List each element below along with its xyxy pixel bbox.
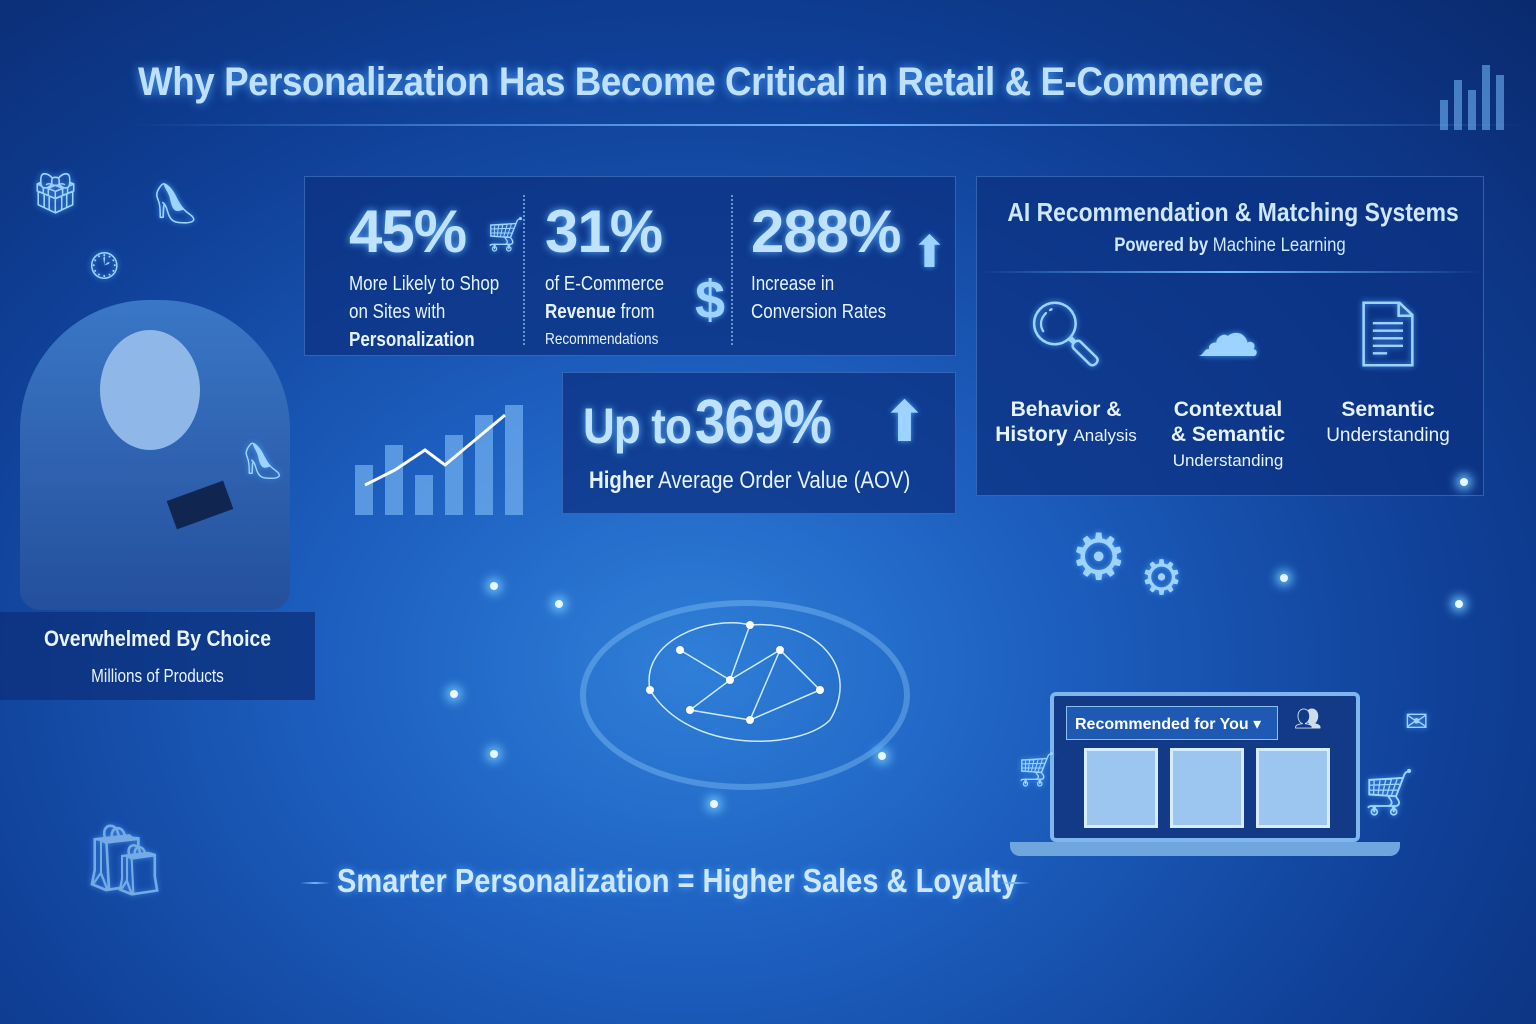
product-card-shirt[interactable] <box>1170 748 1244 828</box>
network-node <box>878 752 886 760</box>
gears-icon: ⚙︎ <box>1070 521 1128 593</box>
ai-systems-panel: AI Recommendation & Matching Systems Pow… <box>976 176 1484 496</box>
user-search-icon: 🔍︎ <box>1025 298 1107 370</box>
gears-icon: ⚙︎ <box>1140 552 1184 605</box>
orbit-ring <box>580 600 910 790</box>
network-node <box>710 800 718 808</box>
shoe-icon: 👠︎ <box>150 182 201 226</box>
shopping-cart-icon: 🛒︎ <box>1015 751 1059 789</box>
tagline: Smarter Personalization = Higher Sales &… <box>337 862 1018 899</box>
divider <box>130 124 1530 126</box>
shopping-cart-icon: 🛒︎ <box>1360 766 1419 818</box>
growth-chart-icon <box>355 405 523 515</box>
phone-icon <box>166 480 234 530</box>
product-card-pants[interactable] <box>1084 748 1158 828</box>
gift-icon: 🎁︎ <box>30 172 81 216</box>
document-icon: 📄︎ <box>1347 298 1429 370</box>
laptop-screen: Recommended for You ▾ 👥︎ <box>1050 692 1360 842</box>
clock-icon: 🕑︎ <box>90 245 119 286</box>
network-node <box>1280 574 1288 582</box>
stat-2: 31% of E-Commerce Revenue from Recommendat… <box>545 198 726 348</box>
dollar-icon: $ <box>695 270 726 330</box>
stat-1: 45% 🛒︎ More Likely to Shop on Sites with P… <box>349 198 528 351</box>
network-node <box>450 690 458 698</box>
arrow-up-icon: ⬆ <box>881 390 928 453</box>
network-node <box>490 750 498 758</box>
aov-panel: Up to 369% ⬆ Higher Average Order Value … <box>562 372 956 514</box>
choice-panel: Overwhelmed By Choice Millions of Produc… <box>0 612 315 700</box>
divider <box>731 195 733 345</box>
chevron-down-icon: ▾ <box>1253 716 1262 733</box>
face <box>100 330 200 450</box>
shopper-illustration <box>20 300 290 610</box>
arrow-up-icon: ⬆ <box>911 228 948 277</box>
brain-network-icon <box>646 621 841 743</box>
shoe-icon: 👠︎ <box>240 440 286 481</box>
network-node <box>490 582 498 590</box>
divider <box>523 195 525 345</box>
laptop-base <box>1010 842 1400 856</box>
users-icon: 👥︎ <box>1294 706 1322 731</box>
mail-icon: ✉︎ <box>1405 706 1429 737</box>
network-node <box>1455 600 1463 608</box>
ai-item-contextual: ☁︎ Contextual & Semantic Understanding <box>1157 297 1299 473</box>
stats-panel: 45% 🛒︎ More Likely to Shop on Sites with P… <box>304 176 956 356</box>
page-title: Why Personalization Has Become Critical … <box>138 60 1263 104</box>
shopping-cart-icon: 🛒︎ <box>484 216 528 254</box>
recommended-dropdown[interactable]: Recommended for You ▾ <box>1066 706 1278 740</box>
ai-item-behavior: 🔍︎ Behavior & History Analysis <box>991 297 1141 448</box>
network-node <box>555 600 563 608</box>
stat-3: 288% ⬆ Increase in Conversion Rates <box>751 198 948 323</box>
ai-item-semantic: 📄︎ Semantic Understanding <box>1313 297 1463 448</box>
product-card-bag[interactable] <box>1256 748 1330 828</box>
shopping-bag-icon: 🛍︎ <box>80 821 169 899</box>
brain-icon: ☁︎ <box>1196 298 1260 370</box>
network-node <box>1460 478 1468 486</box>
decor-bars <box>1440 60 1530 130</box>
